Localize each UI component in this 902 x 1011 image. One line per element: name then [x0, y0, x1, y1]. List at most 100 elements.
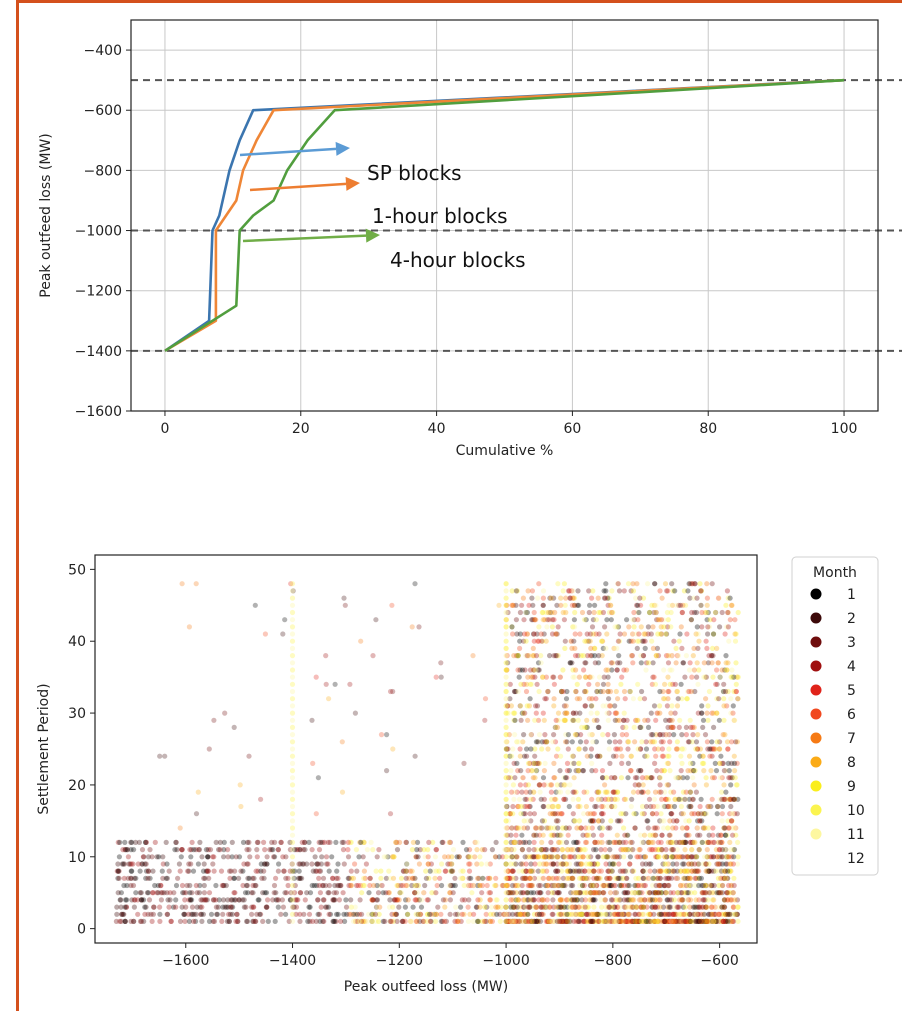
scatter-point [704, 609, 710, 616]
scatter-point [376, 918, 382, 925]
scatter-point [658, 911, 664, 917]
scatter-point [661, 696, 667, 702]
scatter-point [336, 882, 342, 889]
scatter-point [222, 904, 228, 910]
scatter-point [513, 854, 520, 860]
scatter-point [687, 839, 693, 846]
scatter-point [727, 595, 733, 601]
scatter-point [641, 911, 647, 917]
scatter-point [405, 911, 411, 917]
scatter-point [652, 760, 658, 767]
scatter-point [687, 918, 694, 925]
scatter-point [571, 602, 578, 608]
scatter-point [612, 703, 618, 709]
scatter-point [607, 861, 613, 867]
scatter-point [190, 868, 197, 874]
scatter-point [686, 581, 692, 587]
scatter-point [628, 803, 634, 810]
scatter-point [643, 918, 649, 925]
scatter-point [686, 911, 693, 917]
scatter-point [539, 868, 545, 874]
scatter-point [650, 739, 656, 745]
scatter-point [523, 688, 530, 695]
scatter-point [510, 782, 516, 788]
y-axis-label: Peak outfeed loss (MW) [38, 133, 54, 297]
scatter-point [719, 918, 726, 925]
scatter-point [361, 868, 367, 874]
scatter-point [289, 588, 296, 594]
scatter-point [556, 911, 563, 917]
scatter-point [732, 775, 738, 781]
scatter-point [570, 667, 576, 673]
scatter-point [611, 789, 617, 795]
scatter-point [659, 595, 665, 601]
scatter-point [607, 760, 613, 767]
scatter-point [503, 918, 509, 925]
scatter-point [393, 911, 400, 917]
scatter-point [662, 803, 668, 810]
scatter-point [643, 918, 649, 925]
scatter-point [703, 918, 709, 925]
scatter-point [735, 918, 741, 925]
scatter-point [650, 847, 656, 853]
scatter-point [534, 681, 540, 687]
scatter-point [309, 717, 315, 723]
scatter-point [709, 660, 715, 666]
scatter-point [685, 854, 691, 860]
scatter-point [246, 847, 252, 853]
scatter-point [684, 696, 690, 702]
scatter-point [623, 732, 630, 738]
scatter-point [199, 904, 205, 910]
scatter-point [695, 811, 701, 817]
scatter-point [690, 911, 697, 917]
scatter-point [296, 861, 302, 867]
scatter-point [665, 918, 671, 925]
scatter-point [234, 911, 240, 917]
scatter-point [335, 861, 341, 867]
scatter-point [711, 868, 717, 874]
scatter-point [589, 595, 595, 601]
scatter-point [531, 847, 537, 853]
scatter-point [727, 911, 733, 917]
scatter-point [575, 796, 582, 802]
scatter-point [621, 717, 627, 723]
scatter-point [593, 617, 600, 623]
scatter-point [705, 631, 711, 637]
scatter-point [706, 624, 713, 630]
scatter-point [709, 775, 716, 781]
scatter-point [574, 681, 580, 687]
scatter-point [549, 890, 555, 896]
scatter-point [611, 732, 618, 738]
scatter-point [719, 775, 725, 781]
scatter-point [674, 703, 681, 709]
scatter-point [591, 818, 597, 824]
scatter-point [137, 918, 144, 925]
scatter-point [663, 653, 670, 659]
scatter-point [667, 681, 673, 687]
scatter-point [523, 609, 529, 616]
scatter-point [533, 710, 539, 716]
scatter-point [666, 904, 673, 910]
scatter-point [543, 847, 549, 853]
scatter-point [506, 911, 512, 917]
scatter-point [320, 875, 327, 881]
scatter-point [540, 617, 546, 623]
scatter-point [574, 839, 580, 846]
scatter-point [593, 911, 600, 917]
scatter-point [679, 696, 685, 702]
scatter-point [200, 868, 207, 874]
scatter-point [600, 775, 606, 781]
scatter-point [558, 595, 564, 601]
scatter-point [532, 861, 538, 867]
scatter-point [676, 918, 682, 925]
scatter-point [361, 875, 367, 881]
scatter-point [605, 882, 611, 889]
scatter-point [581, 918, 587, 925]
scatter-point [537, 832, 543, 838]
scatter-point [705, 717, 711, 723]
scatter-point [517, 911, 523, 917]
scatter-point [435, 904, 441, 910]
scatter-point [539, 825, 545, 831]
scatter-point [529, 768, 535, 774]
scatter-point [452, 875, 458, 881]
